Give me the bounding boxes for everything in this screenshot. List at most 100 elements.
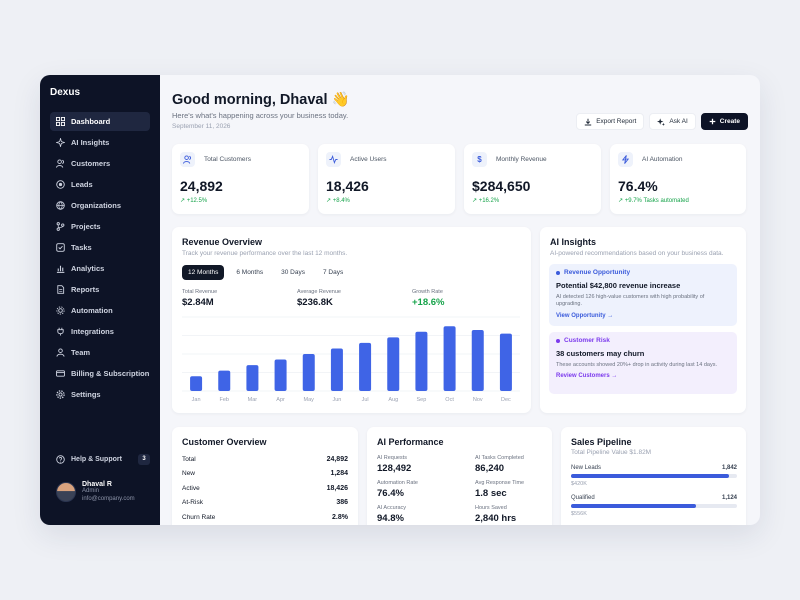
metric-value: 128,492 <box>377 463 412 474</box>
insight-tag-label: Revenue Opportunity <box>564 269 631 276</box>
sidebar-item-billing[interactable]: Billing & Subscription <box>50 364 150 383</box>
customer-risk-insight[interactable]: Customer Risk 38 customers may churn The… <box>549 332 737 394</box>
bar-feb[interactable] <box>218 370 231 391</box>
sidebar-item-leads[interactable]: Leads <box>50 175 150 194</box>
bar-may[interactable] <box>302 354 315 391</box>
sidebar-item-tasks[interactable]: Tasks <box>50 238 150 257</box>
kpi-trend: ↗ +8.4% <box>326 197 350 204</box>
sidebar-item-label: Team <box>71 348 91 357</box>
sidebar-item-label: Settings <box>71 390 101 399</box>
help-support-link[interactable]: Help & Support 3 <box>50 451 150 467</box>
help-count-badge: 3 <box>138 453 150 465</box>
page-date: September 11, 2026 <box>172 123 231 130</box>
sidebar-item-reports[interactable]: Reports <box>50 280 150 299</box>
bar-apr[interactable] <box>274 359 287 391</box>
bar-sep[interactable] <box>415 331 428 391</box>
ai-insights-title: AI Insights <box>550 237 597 247</box>
sidebar-item-label: Reports <box>71 285 100 294</box>
tab-30-days[interactable]: 30 Days <box>281 269 305 276</box>
bar-oct[interactable] <box>443 326 456 391</box>
metric-value: 94.8% <box>377 513 404 524</box>
insight-title: Potential $42,800 revenue increase <box>556 281 681 290</box>
row-label: Total <box>182 455 196 463</box>
bar-aug[interactable] <box>387 337 400 391</box>
user-profile[interactable]: Dhaval R Admin info@company.com <box>56 481 135 504</box>
create-button[interactable]: Create <box>700 113 748 130</box>
help-icon <box>56 454 65 464</box>
bar-nov[interactable] <box>471 329 484 391</box>
sidebar-item-label: Analytics <box>71 264 105 273</box>
list-item: At-Risk 386 <box>182 496 348 511</box>
page-subtitle: Here's what's happening across your busi… <box>172 111 349 120</box>
row-label: At-Risk <box>182 499 203 507</box>
sidebar-item-dashboard[interactable]: Dashboard <box>50 112 150 131</box>
x-tick-label: Feb <box>220 397 229 403</box>
export-report-button[interactable]: Export Report <box>576 113 645 130</box>
ai-accuracy-metric: AI Accuracy 94.8% <box>377 505 406 524</box>
ask-ai-button[interactable]: Ask AI <box>649 113 696 130</box>
sidebar-item-automation[interactable]: Automation <box>50 301 150 320</box>
plug-icon <box>57 327 64 336</box>
view-opportunity-link[interactable]: View Opportunity → <box>556 312 614 319</box>
users-icon <box>180 152 195 167</box>
checkbox-icon <box>56 243 65 252</box>
revenue-title: Revenue Overview <box>182 237 263 247</box>
insight-description: These accounts showed 20%+ drop in activ… <box>556 362 717 368</box>
users-icon <box>56 159 64 168</box>
bar-jul[interactable] <box>359 342 372 391</box>
sidebar-item-organizations[interactable]: Organizations <box>50 196 150 215</box>
activity-icon <box>326 152 341 167</box>
customer-overview-list: Total 24,892 New 1,284 Active 18,426 At-Ris… <box>182 452 348 525</box>
sidebar-item-analytics[interactable]: Analytics <box>50 259 150 278</box>
bar-dec[interactable] <box>499 333 512 391</box>
average-revenue-metric: Average Revenue $236.8K <box>297 289 341 308</box>
card-icon <box>56 370 65 377</box>
sidebar-item-team[interactable]: Team <box>50 343 150 362</box>
kpi-label: AI Automation <box>642 156 683 163</box>
metric-value: 2,840 hrs <box>475 513 517 524</box>
bar-jan[interactable] <box>190 376 203 391</box>
sidebar-item-integrations[interactable]: Integrations <box>50 322 150 341</box>
sidebar-item-settings[interactable]: Settings <box>50 385 150 404</box>
bar-mar[interactable] <box>246 365 259 391</box>
pipeline-stage-new-leads[interactable]: New Leads 1,842 $420K <box>571 465 737 487</box>
sales-pipeline-card: Sales Pipeline Total Pipeline Value $1.8… <box>561 427 746 525</box>
stage-label: New Leads <box>571 465 602 471</box>
stage-count: 1,124 <box>721 495 737 501</box>
brand-logo[interactable]: Dexus <box>50 87 81 98</box>
sidebar-item-label: Integrations <box>71 327 114 336</box>
page-title: Good morning, Dhaval 👋 <box>172 92 350 108</box>
kpi-label: Active Users <box>350 156 387 163</box>
kpi-label: Total Customers <box>204 156 251 163</box>
insight-title: 38 customers may churn <box>556 349 645 358</box>
sidebar-item-label: Leads <box>71 180 93 189</box>
avatar <box>56 482 76 503</box>
user-email: info@company.com <box>82 495 135 502</box>
tab-6-months[interactable]: 6 Months <box>236 269 264 276</box>
branch-icon <box>56 222 65 231</box>
bolt-icon <box>618 152 633 167</box>
list-item: New 1,284 <box>182 467 348 482</box>
sparkle-icon <box>56 138 65 147</box>
export-report-label: Export Report <box>596 118 637 125</box>
sidebar-item-customers[interactable]: Customers <box>50 154 150 173</box>
revenue-opportunity-insight[interactable]: Revenue Opportunity Potential $42,800 re… <box>549 264 737 326</box>
row-label: New <box>182 470 196 478</box>
list-item: Total 24,892 <box>182 452 348 467</box>
x-tick-label: Apr <box>276 397 285 403</box>
row-value: 18,426 <box>326 484 348 492</box>
x-tick-label: Aug <box>388 397 398 403</box>
sidebar-item-ai-insights[interactable]: AI Insights <box>50 133 150 152</box>
bar-jun[interactable] <box>330 348 343 391</box>
period-tabs: 12 Months 6 Months 30 Days 7 Days <box>182 265 349 280</box>
review-customers-link[interactable]: Review Customers → <box>556 373 618 380</box>
kpi-card-ai-automation: AI Automation 76.4% ↗ +9.7% Tasks automa… <box>610 144 746 214</box>
main-content: Good morning, Dhaval 👋 Here's what's hap… <box>160 75 760 525</box>
pipeline-stage-qualified[interactable]: Qualified 1,124 $556K <box>571 495 737 517</box>
tab-12-months[interactable]: 12 Months <box>182 265 225 280</box>
sidebar-item-projects[interactable]: Projects <box>50 217 150 236</box>
help-label: Help & Support <box>71 455 122 463</box>
status-dot <box>556 270 560 275</box>
tab-7-days[interactable]: 7 Days <box>322 269 344 276</box>
kpi-card-total-customers: Total Customers 24,892 ↗ +12.5% <box>172 144 309 214</box>
